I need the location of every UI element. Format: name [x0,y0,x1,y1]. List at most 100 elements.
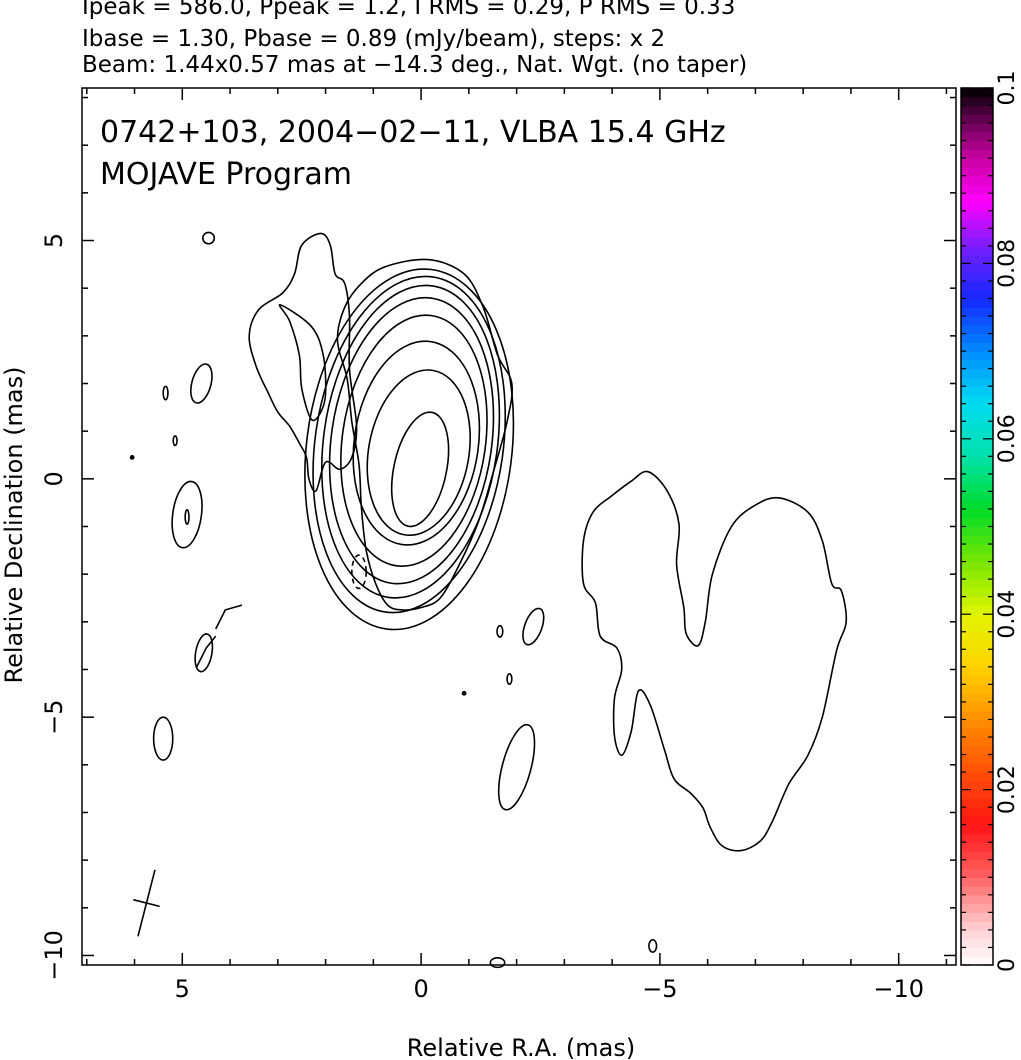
colorbar-segment [961,245,993,256]
core-contour [352,340,481,546]
colorbar-segment [961,184,993,194]
colorbar-segment [961,377,993,387]
colorbar-segment [961,96,993,107]
colorbar-segment [961,219,993,229]
colorbar-segment [961,868,993,878]
colorbar-tick-label: 0.06 [995,414,1020,463]
colorbar-segment [961,316,993,326]
colorbar-segment [961,123,993,133]
colorbar-segment [961,237,993,247]
colorbar-tick-label: 0.1 [995,71,1020,106]
colorbar-segment [961,412,993,422]
jet-wisp-contour [214,604,243,630]
colorbar-segment [961,386,993,396]
core-contour [312,275,507,614]
colorbar-segment [961,658,993,668]
island-contour [648,938,658,953]
colorbar-tick-label: 0.08 [995,239,1020,288]
x-tick-label: −10 [873,975,924,1003]
colorbar-segment [961,88,993,98]
colorbar-segment [961,175,993,186]
island-contour [172,435,178,447]
x-tick-label: 5 [175,975,190,1003]
colorbar-segment [961,359,993,370]
colorbar-segment [961,149,993,159]
contour-dot [129,454,135,460]
colorbar-gradient [961,88,993,966]
colorbar-segment [961,517,993,528]
colorbar-segment [961,508,993,519]
island-contour [184,509,190,525]
jet-wisp-contour [195,635,217,668]
colorbar-segment [961,754,993,764]
colorbar-segment [961,789,993,799]
colorbar-segment [961,289,993,300]
colorbar-segment [961,842,993,852]
colorbar-segment [961,622,993,633]
beam-minor-axis [133,898,160,908]
colorbar-segment [961,956,993,966]
colorbar-segment [961,500,993,510]
colorbar-segment [961,140,993,150]
island-contour [194,633,214,673]
colorbar-segment [961,298,993,308]
island-contour [162,385,169,401]
colorbar-segment [961,544,993,554]
colorbar-segment [961,561,993,571]
colorbar-segment [961,158,993,168]
negative-contour [351,554,367,590]
y-tick-label: −5 [40,699,68,734]
colorbar-segment [961,938,993,949]
colorbar-segment [961,421,993,431]
colorbar-segment [961,710,993,721]
colorbar-segment [961,605,993,615]
colorbar-segment [961,254,993,264]
colorbar-segment [961,473,993,484]
southwest-lobe-contour [581,470,848,852]
colorbar-segment [961,552,993,563]
colorbar-segment [961,333,993,343]
colorbar-segment [961,903,993,913]
colorbar-segment [961,491,993,501]
colorbar-segment [961,351,993,361]
core-outer-contour [336,258,513,611]
axis-tick-labels: 5 0 −5 −10 5 0 −5 −10 [40,233,924,1003]
colorbar-segment [961,807,993,817]
colorbar-segment [961,587,993,598]
plot-frame [81,87,957,966]
colorbar-segment [961,202,993,212]
colorbar-segment [961,368,993,379]
colorbar-segment [961,166,993,177]
colorbar-segment [961,850,993,861]
colorbar-segment [961,684,993,694]
core-contour [390,411,450,528]
colorbar-segment [961,947,993,957]
y-tick-label: 5 [40,233,68,248]
contour-lines [129,231,848,969]
colorbar-segment [961,210,993,221]
header-line-3: Beam: 1.44x0.57 mas at −14.3 deg., Nat. … [82,52,748,78]
colorbar-segment [961,894,993,905]
x-axis-label: Relative R.A. (mas) [407,1034,635,1060]
colorbar-segment [961,833,993,843]
y-axis-label: Relative Declination (mas) [0,366,28,683]
contour-dot [461,690,467,696]
core-contour [366,369,471,537]
north-lobe-inner-contour [278,304,327,422]
colorbar-segment [961,324,993,335]
colorbar-segment [961,912,993,922]
colorbar-segment [961,438,993,449]
colorbar-segment [961,579,993,589]
island-contour [171,480,203,549]
colorbar-segment [961,105,993,115]
colorbar-segment [961,456,993,466]
core-contour [304,268,515,631]
colorbar-tick-label: 0 [995,958,1020,972]
core-contour [340,314,488,567]
colorbar-segment [961,131,993,142]
colorbar-segment [961,701,993,712]
colorbar-segment [961,886,993,896]
x-tick-label: −5 [642,975,677,1003]
colorbar-segment [961,780,993,791]
